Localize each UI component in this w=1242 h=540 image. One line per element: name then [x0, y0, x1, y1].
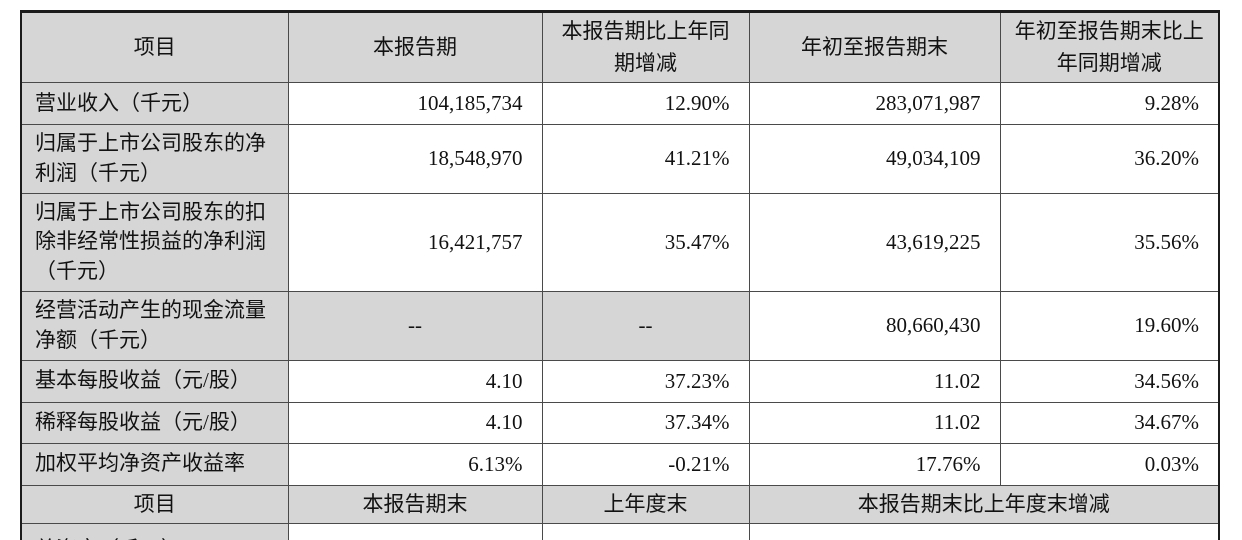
- cell-value: 283,071,987: [748, 82, 1001, 125]
- table-row: 总资产（千元） 896,082,131 786,658,123 13.91%: [20, 523, 1220, 540]
- column-header-yoy-change: 本报告期比上年同期增减: [541, 11, 750, 83]
- header-row-2: 项目 本报告期末 上年度末 本报告期末比上年度末增减: [20, 484, 1220, 525]
- cell-value: 11.02: [748, 359, 1001, 403]
- table-row: 基本每股收益（元/股） 4.10 37.23% 11.02 34.56%: [20, 359, 1220, 403]
- table-row: 归属于上市公司股东的扣除非经常性损益的净利润（千元） 16,421,757 35…: [20, 192, 1220, 293]
- cell-value: 6.13%: [287, 442, 543, 486]
- table-row: 归属于上市公司股东的净利润（千元） 18,548,970 41.21% 49,0…: [20, 124, 1220, 194]
- cell-value: 19.60%: [999, 291, 1220, 361]
- cell-value: 4.10: [287, 401, 543, 444]
- cell-value: 786,658,123: [541, 523, 750, 540]
- cell-value: -0.21%: [541, 442, 750, 486]
- column-header-period-end: 本报告期末: [287, 484, 543, 525]
- cell-value: 11.02: [748, 401, 1001, 444]
- row-label: 营业收入（千元）: [20, 82, 289, 125]
- cell-value: 37.34%: [541, 401, 750, 444]
- cell-value: 18,548,970: [287, 124, 543, 194]
- row-label: 经营活动产生的现金流量净额（千元）: [20, 291, 289, 361]
- cell-value: 17.76%: [748, 442, 1001, 486]
- row-label: 基本每股收益（元/股）: [20, 359, 289, 403]
- table-row: 加权平均净资产收益率 6.13% -0.21% 17.76% 0.03%: [20, 442, 1220, 486]
- financial-summary-table: 项目 本报告期 本报告期比上年同期增减 年初至报告期末 年初至报告期末比上年同期…: [20, 10, 1220, 540]
- cell-value: 36.20%: [999, 124, 1220, 194]
- row-label: 稀释每股收益（元/股）: [20, 401, 289, 444]
- cell-value: 43,619,225: [748, 192, 1001, 293]
- cell-value-na: --: [287, 291, 543, 361]
- row-label: 归属于上市公司股东的净利润（千元）: [20, 124, 289, 194]
- cell-value: 35.47%: [541, 192, 750, 293]
- table-row: 营业收入（千元） 104,185,734 12.90% 283,071,987 …: [20, 82, 1220, 125]
- cell-value: 12.90%: [541, 82, 750, 125]
- cell-value-na: --: [541, 291, 750, 361]
- row-label: 归属于上市公司股东的扣除非经常性损益的净利润（千元）: [20, 192, 289, 293]
- table-row: 稀释每股收益（元/股） 4.10 37.34% 11.02 34.67%: [20, 401, 1220, 444]
- column-header-ytd-yoy-change: 年初至报告期末比上年同期增减: [999, 11, 1220, 83]
- cell-value: 9.28%: [999, 82, 1220, 125]
- column-header-prior-year-end: 上年度末: [541, 484, 750, 525]
- cell-value: 896,082,131: [287, 523, 543, 540]
- cell-value: 80,660,430: [748, 291, 1001, 361]
- row-label: 加权平均净资产收益率: [20, 442, 289, 486]
- column-header-change-vs-prior-year-end: 本报告期末比上年度末增减: [748, 484, 1220, 525]
- cell-value: 104,185,734: [287, 82, 543, 125]
- column-header-item-2: 项目: [20, 484, 289, 525]
- table-row: 经营活动产生的现金流量净额（千元） -- -- 80,660,430 19.60…: [20, 291, 1220, 361]
- cell-value: 16,421,757: [287, 192, 543, 293]
- cell-value: 13.91%: [748, 523, 1220, 540]
- cell-value: 0.03%: [999, 442, 1220, 486]
- column-header-ytd: 年初至报告期末: [748, 11, 1001, 83]
- cell-value: 37.23%: [541, 359, 750, 403]
- cell-value: 34.56%: [999, 359, 1220, 403]
- cell-value: 41.21%: [541, 124, 750, 194]
- cell-value: 49,034,109: [748, 124, 1001, 194]
- cell-value: 35.56%: [999, 192, 1220, 293]
- row-label: 总资产（千元）: [20, 523, 289, 540]
- column-header-current-period: 本报告期: [287, 11, 543, 83]
- header-row-1: 项目 本报告期 本报告期比上年同期增减 年初至报告期末 年初至报告期末比上年同期…: [20, 11, 1220, 83]
- cell-value: 34.67%: [999, 401, 1220, 444]
- cell-value: 4.10: [287, 359, 543, 403]
- column-header-item: 项目: [20, 11, 289, 83]
